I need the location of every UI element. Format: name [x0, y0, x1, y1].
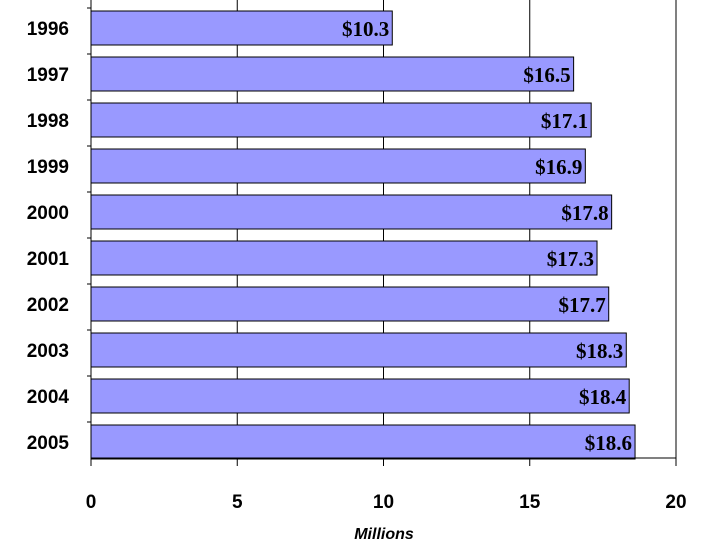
data-label-1998: $17.1 — [541, 109, 588, 133]
category-label-2000: 2000 — [27, 203, 69, 224]
x-tick-label-10: 10 — [373, 492, 394, 513]
category-label-1999: 1999 — [27, 157, 69, 178]
x-tick-label-15: 15 — [519, 492, 541, 513]
bar-2000 — [90, 194, 613, 230]
category-label-1998: 1998 — [27, 111, 69, 132]
bar-1996 — [90, 10, 393, 46]
category-label-2005: 2005 — [27, 433, 70, 454]
x-tick-label-5: 5 — [232, 492, 243, 513]
data-label-2004: $18.4 — [579, 385, 627, 409]
data-label-2000: $17.8 — [561, 201, 608, 225]
bar-2003 — [90, 332, 627, 368]
x-tick-label-20: 20 — [665, 492, 686, 513]
bar-1998 — [90, 102, 592, 138]
bars — [90, 10, 636, 460]
data-label-1999: $16.9 — [535, 155, 582, 179]
category-label-1997: 1997 — [27, 65, 69, 86]
category-label-2004: 2004 — [27, 387, 70, 408]
category-label-2001: 2001 — [27, 249, 70, 270]
category-label-2002: 2002 — [27, 295, 69, 316]
data-label-2002: $17.7 — [558, 293, 605, 317]
x-axis-title: Millions — [354, 526, 414, 543]
bar-2004 — [90, 378, 630, 414]
x-tick-label-0: 0 — [86, 492, 97, 513]
bar-1997 — [90, 56, 575, 92]
data-label-2003: $18.3 — [576, 339, 623, 363]
category-label-1996: 1996 — [27, 19, 69, 40]
bar-2002 — [90, 286, 610, 322]
bar-2001 — [90, 240, 598, 276]
data-label-1997: $16.5 — [523, 63, 570, 87]
category-label-2003: 2003 — [27, 341, 69, 362]
data-label-2001: $17.3 — [547, 247, 594, 271]
data-label-1996: $10.3 — [342, 17, 389, 41]
data-label-2005: $18.6 — [585, 431, 632, 455]
bar-2005 — [90, 424, 636, 460]
labels: $10.3 1996 $16.5 1997 $17.1 1998 $16.9 1999 $17.… — [27, 17, 687, 513]
bar-1999 — [90, 148, 586, 184]
axes — [87, 0, 677, 466]
